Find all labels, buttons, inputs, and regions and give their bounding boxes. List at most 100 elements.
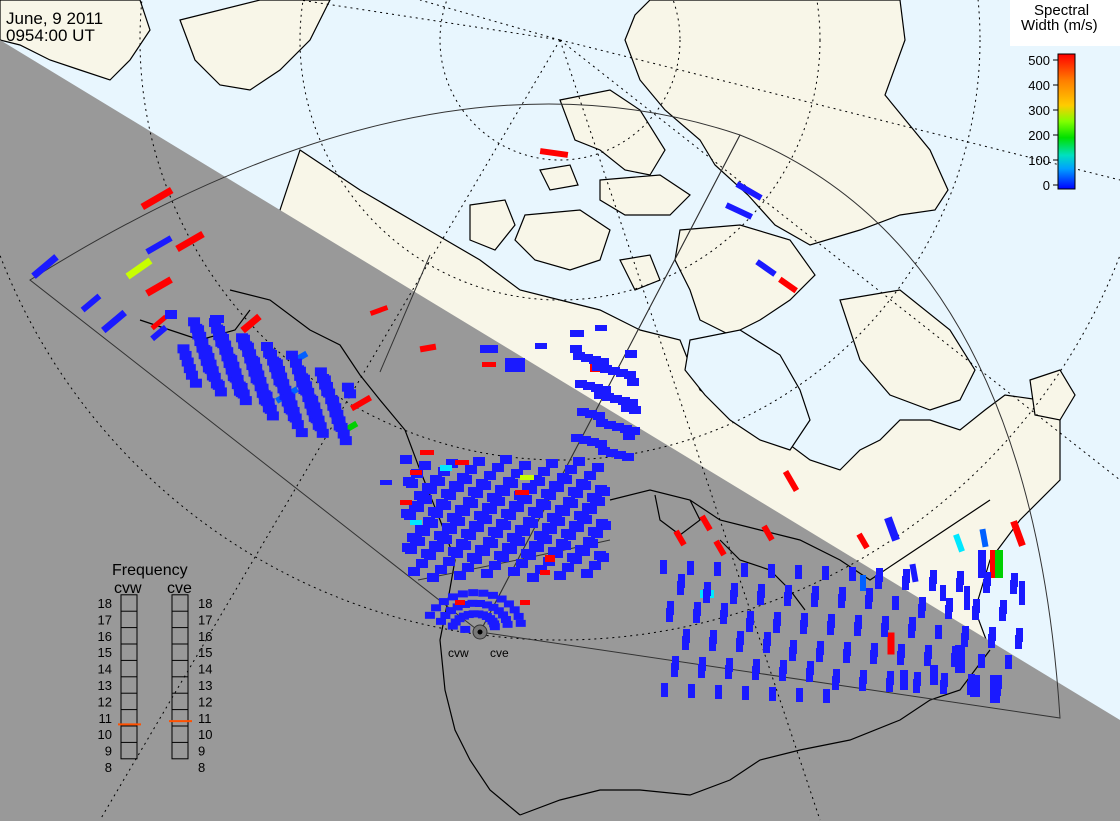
scatter-cell xyxy=(562,563,574,572)
scatter-cell xyxy=(404,511,416,520)
scatter-cell xyxy=(726,658,733,672)
scatter-cell xyxy=(426,519,438,528)
scatter-cell xyxy=(678,574,685,588)
scatter-cell xyxy=(778,276,798,294)
scatter-cell xyxy=(516,559,528,568)
colorbar-gradient xyxy=(1057,53,1076,190)
frequency-tick-left: 18 xyxy=(98,596,112,611)
scatter-cell xyxy=(306,395,319,405)
scatter-cell xyxy=(627,378,639,386)
scatter-cell xyxy=(592,463,604,472)
scatter-cell xyxy=(478,547,490,556)
scatter-cell xyxy=(277,379,290,389)
colorbar: Spectral Width (m/s) 500 400 300 200 100 0 xyxy=(1010,0,1120,193)
frequency-tick-left: 17 xyxy=(98,612,112,627)
scatter-cell xyxy=(833,669,840,683)
radar-label-cve: cve xyxy=(490,646,509,660)
scatter-cell xyxy=(570,345,582,353)
scatter-cell xyxy=(524,551,536,560)
scatter-cell xyxy=(445,525,457,534)
scatter-cell xyxy=(558,507,570,516)
scatter-cell xyxy=(472,523,484,532)
scatter-cell xyxy=(410,520,422,525)
scatter-cell xyxy=(610,395,622,403)
colorbar-tick-label: 100 xyxy=(1028,153,1050,168)
scatter-cell xyxy=(341,382,354,392)
scatter-cell xyxy=(871,643,878,657)
frequency-title: Frequency xyxy=(112,562,188,579)
scatter-cell xyxy=(876,568,883,582)
scatter-cell xyxy=(621,404,633,412)
scatter-cell xyxy=(480,345,498,353)
scatter-cell xyxy=(753,659,760,673)
scatter-cell xyxy=(213,326,225,335)
scatter-cell xyxy=(592,363,604,371)
scatter-cell xyxy=(571,434,583,442)
scatter-cell xyxy=(761,524,775,542)
frequency-tick-left: 13 xyxy=(98,678,112,693)
scatter-cell xyxy=(446,607,457,615)
scatter-cell xyxy=(440,612,451,619)
scatter-cell xyxy=(573,352,585,360)
scatter-cell xyxy=(546,459,558,468)
scatter-cell xyxy=(589,356,601,364)
scatter-cell xyxy=(741,563,748,577)
scatter-cell xyxy=(337,429,350,439)
scatter-cell xyxy=(884,516,900,542)
scatter-cell xyxy=(344,389,357,399)
scatter-cell xyxy=(541,489,553,498)
scatter-cell xyxy=(438,467,450,476)
scatter-cell xyxy=(217,334,229,343)
time-label: 0954:00 UT xyxy=(6,26,95,45)
scatter-cell xyxy=(855,615,862,629)
scatter-cell xyxy=(400,500,412,505)
scatter-cell xyxy=(454,571,466,580)
scatter-cell xyxy=(452,483,464,492)
scatter-cell xyxy=(742,686,749,700)
scatter-cell xyxy=(478,589,489,597)
scatter-cell xyxy=(535,565,547,574)
scatter-cell xyxy=(312,415,325,425)
scatter-cell xyxy=(970,675,980,697)
scatter-cell xyxy=(604,421,616,429)
scatter-cell xyxy=(714,562,721,576)
scatter-cell xyxy=(447,593,458,601)
scatter-cell xyxy=(329,403,342,413)
scatter-cell xyxy=(420,450,434,455)
scatter-cell xyxy=(189,378,202,388)
scatter-cell xyxy=(262,398,275,408)
small-island-a xyxy=(539,164,579,191)
scatter-cell xyxy=(473,457,485,466)
scatter-cell xyxy=(769,687,776,701)
scatter-cell xyxy=(758,584,765,598)
hudson-bay xyxy=(684,329,811,451)
scatter-cell xyxy=(496,595,507,603)
scatter-cell xyxy=(500,616,511,623)
colorbar-tick-label: 500 xyxy=(1028,53,1050,68)
scatter-cell xyxy=(597,358,609,366)
scatter-cell xyxy=(482,362,496,367)
scatter-cell xyxy=(244,349,257,359)
scatter-cell xyxy=(256,383,269,393)
scatter-cell xyxy=(624,371,636,379)
scatter-cell xyxy=(688,684,695,698)
scatter-cell xyxy=(464,531,476,540)
scatter-cell xyxy=(887,632,895,655)
devon-island xyxy=(599,174,691,216)
scatter-cell xyxy=(1011,573,1018,587)
scatter-cell xyxy=(593,497,605,506)
scatter-cell xyxy=(849,567,856,581)
scatter-cell xyxy=(289,358,302,368)
scatter-cell xyxy=(194,331,207,341)
scatter-cell xyxy=(498,611,509,619)
scatter-cell xyxy=(540,570,550,575)
scatter-cell xyxy=(508,567,520,576)
scatter-cell xyxy=(608,367,620,375)
scatter-cell xyxy=(755,259,777,277)
scatter-cell xyxy=(527,573,539,582)
scatter-cell xyxy=(953,533,965,553)
scatter-cell xyxy=(237,334,250,344)
scatter-cell xyxy=(327,396,340,406)
scatter-cell xyxy=(435,565,447,574)
